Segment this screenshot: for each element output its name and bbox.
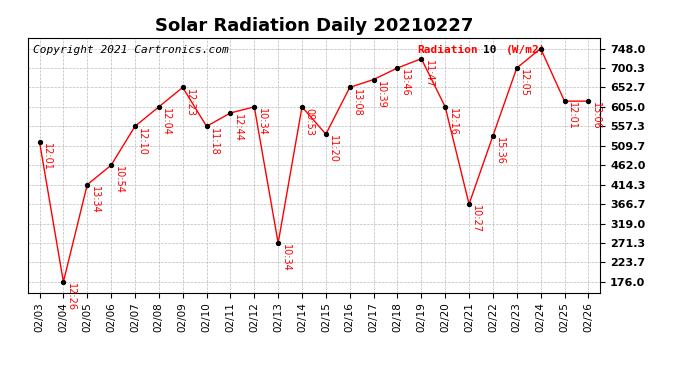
Text: 13:06: 13:06 — [591, 102, 601, 130]
Text: 12:01: 12:01 — [567, 102, 577, 130]
Title: Solar Radiation Daily 20210227: Solar Radiation Daily 20210227 — [155, 16, 473, 34]
Point — [273, 240, 284, 246]
Text: 12:05: 12:05 — [519, 69, 529, 97]
Text: 11:18: 11:18 — [209, 128, 219, 155]
Text: 10:34: 10:34 — [257, 108, 266, 136]
Text: 13:34: 13:34 — [90, 186, 99, 214]
Point — [34, 139, 45, 145]
Point — [320, 131, 331, 137]
Point — [297, 104, 308, 110]
Text: 12:23: 12:23 — [185, 88, 195, 117]
Point — [130, 123, 141, 129]
Point — [201, 123, 212, 129]
Point — [153, 104, 164, 110]
Text: 12:26: 12:26 — [66, 283, 76, 311]
Point — [392, 65, 403, 71]
Point — [535, 45, 546, 51]
Text: Radiation: Radiation — [417, 45, 477, 55]
Text: (W/m2): (W/m2) — [506, 45, 546, 55]
Point — [58, 279, 69, 285]
Text: 12:04: 12:04 — [161, 108, 171, 136]
Point — [511, 65, 522, 71]
Text: 10:34: 10:34 — [281, 244, 290, 272]
Point — [440, 104, 451, 110]
Point — [81, 182, 92, 188]
Text: 12:01: 12:01 — [42, 143, 52, 171]
Point — [368, 76, 379, 82]
Point — [249, 104, 260, 110]
Text: 10: 10 — [483, 45, 496, 55]
Text: 10:27: 10:27 — [471, 205, 482, 233]
Point — [344, 84, 355, 90]
Text: 10:39: 10:39 — [376, 81, 386, 108]
Point — [177, 84, 188, 90]
Text: 11:47: 11:47 — [424, 60, 434, 88]
Point — [464, 201, 475, 207]
Text: 15:36: 15:36 — [495, 137, 505, 165]
Point — [106, 162, 117, 168]
Point — [559, 98, 570, 104]
Point — [583, 98, 594, 104]
Text: 10:54: 10:54 — [113, 166, 124, 194]
Text: 12:44: 12:44 — [233, 114, 243, 142]
Text: 13:46: 13:46 — [400, 69, 410, 97]
Text: 12:10: 12:10 — [137, 128, 148, 155]
Text: Copyright 2021 Cartronics.com: Copyright 2021 Cartronics.com — [33, 45, 229, 55]
Text: 12:16: 12:16 — [448, 108, 457, 136]
Point — [416, 56, 427, 62]
Text: 09:53: 09:53 — [304, 108, 315, 136]
Point — [487, 133, 498, 139]
Text: 13:08: 13:08 — [352, 88, 362, 116]
Point — [225, 110, 236, 116]
Text: 11:20: 11:20 — [328, 135, 338, 163]
